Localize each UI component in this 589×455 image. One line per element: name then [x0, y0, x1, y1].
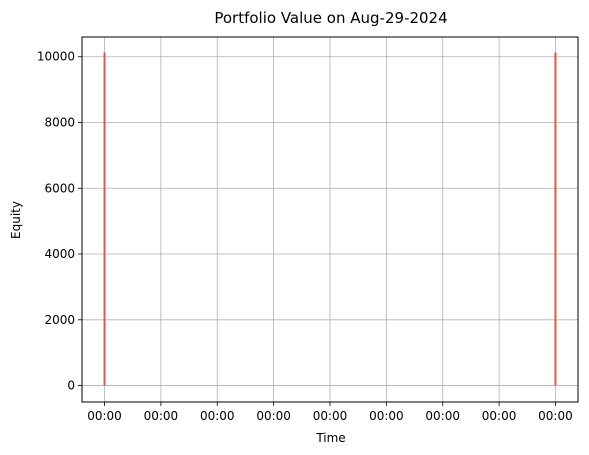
y-tick-label: 8000	[44, 115, 75, 129]
x-axis-ticks: 00:00 00:00 00:00 00:00 00:00 00:00 00:00 00:00…	[87, 402, 573, 423]
y-tick-label: 0	[67, 379, 75, 393]
x-tick-label: 00:00	[369, 409, 404, 423]
equity-series	[103, 52, 557, 386]
x-tick-label: 00:00	[200, 409, 235, 423]
grid-lines	[82, 37, 578, 402]
y-axis-label: Equity	[9, 201, 23, 239]
chart-title: Portfolio Value on Aug-29-2024	[214, 9, 447, 27]
x-tick-label: 00:00	[256, 409, 291, 423]
y-tick-label: 2000	[44, 313, 75, 327]
x-tick-label: 00:00	[538, 409, 573, 423]
x-tick-label: 00:00	[313, 409, 348, 423]
x-axis-label: Time	[315, 431, 345, 445]
x-tick-label: 00:00	[425, 409, 460, 423]
y-tick-label: 4000	[44, 247, 75, 261]
x-tick-label: 00:00	[87, 409, 122, 423]
y-tick-label: 6000	[44, 181, 75, 195]
y-tick-label: 10000	[37, 50, 75, 64]
y-axis-ticks: 0 2000 4000 6000 8000 10000	[37, 50, 82, 393]
x-tick-label: 00:00	[144, 409, 179, 423]
x-tick-label: 00:00	[482, 409, 517, 423]
